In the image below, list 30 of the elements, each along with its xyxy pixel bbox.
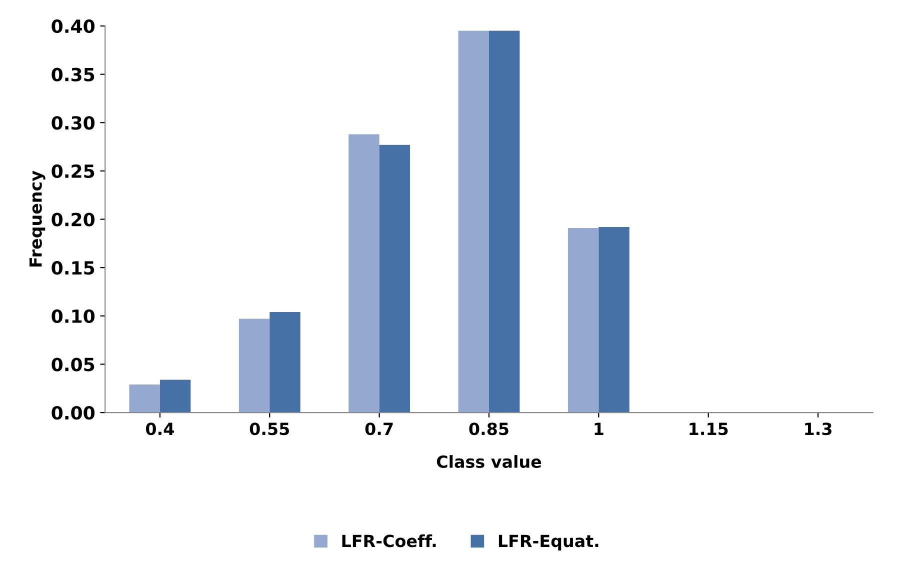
y-axis-title: Frequency: [30, 170, 46, 267]
x-tick-label: 1: [594, 422, 604, 435]
bar: [598, 226, 630, 413]
bar: [458, 30, 489, 413]
y-tick-label: 0.20: [52, 212, 95, 226]
x-tick-label: 0.4: [146, 422, 174, 436]
y-tick-label: 0.05: [52, 358, 94, 372]
bar: [348, 134, 380, 413]
x-tick-label: 1.3: [805, 422, 832, 436]
x-axis-title: Class value: [436, 455, 542, 468]
bar: [568, 228, 599, 413]
y-tick-label: 0.00: [52, 406, 95, 420]
y-tick-label: 0.35: [52, 68, 94, 82]
bar: [379, 144, 410, 413]
y-tick-label: 0.15: [52, 261, 94, 275]
y-tick-label: 0.30: [52, 116, 95, 130]
y-tick-label: 0.40: [52, 19, 95, 34]
x-tick-label: 0.55: [250, 422, 290, 436]
x-tick-label: 1.15: [690, 422, 728, 436]
y-tick-label: 0.25: [52, 164, 94, 178]
bar: [270, 312, 300, 413]
legend-label: LFR-Equat.: [498, 534, 598, 550]
x-tick-label: 0.85: [469, 422, 508, 436]
y-tick-label: 0.10: [52, 309, 95, 324]
bar: [160, 380, 191, 413]
bar: [238, 318, 270, 413]
x-tick-label: 0.7: [365, 422, 393, 436]
legend-label: LFR-Coeff.: [342, 534, 436, 548]
bar: [129, 384, 160, 413]
bar: [488, 30, 520, 413]
